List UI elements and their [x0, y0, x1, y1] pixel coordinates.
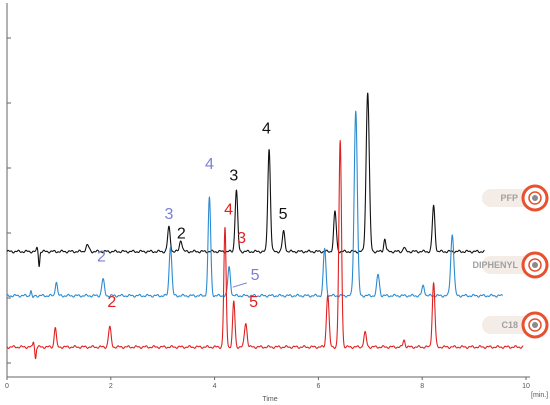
- peak-label-diphenyl: 2: [97, 249, 106, 266]
- legend-label: DIPHENYL: [472, 260, 518, 270]
- trace-c18: [6, 140, 524, 360]
- peak-label-c18: 5: [249, 294, 258, 311]
- x-axis-unit: [min.]: [531, 392, 548, 399]
- peak-label-pfp: 2: [177, 226, 186, 243]
- peak-label-c18: 2: [107, 294, 116, 311]
- x-tick-label: 6: [316, 383, 320, 390]
- legend-label: C18: [501, 320, 518, 330]
- column-core-icon: [532, 262, 538, 268]
- column-core-icon: [532, 322, 538, 328]
- peak-label-c18: 4: [224, 202, 233, 219]
- peak-label-c18: 3: [237, 230, 246, 247]
- chart-axes: 0 2 4 6 8 10: [5, 3, 530, 390]
- peak-5-pointer: [232, 282, 247, 288]
- x-tick-label: 0: [5, 383, 9, 390]
- peak-label-pfp: 3: [229, 167, 238, 184]
- x-tick-label: 4: [213, 383, 217, 390]
- x-tick-label: 8: [420, 383, 424, 390]
- column-core-icon: [532, 195, 538, 201]
- legend-item-pfp: PFP: [482, 184, 549, 212]
- trace-diphenyl: [6, 110, 503, 298]
- peak-label-pfp: 5: [279, 206, 288, 223]
- trace-pfp: [6, 92, 485, 268]
- peak-label-diphenyl: 3: [164, 206, 173, 223]
- x-axis-title: Time: [262, 396, 277, 403]
- peak-label-diphenyl: 5: [251, 267, 260, 284]
- x-tick-label: 2: [109, 383, 113, 390]
- peak-label-pfp: 4: [262, 120, 271, 137]
- chromatogram-traces: [6, 92, 524, 360]
- x-tick-label: 10: [522, 383, 530, 390]
- legend-item-diphenyl: DIPHENYL: [472, 251, 549, 279]
- peak-label-diphenyl: 4: [205, 156, 214, 173]
- legend-item-c18: C18: [482, 311, 549, 339]
- legend-label: PFP: [500, 193, 518, 203]
- column-legend: PFP DIPHENYL C18: [472, 184, 549, 339]
